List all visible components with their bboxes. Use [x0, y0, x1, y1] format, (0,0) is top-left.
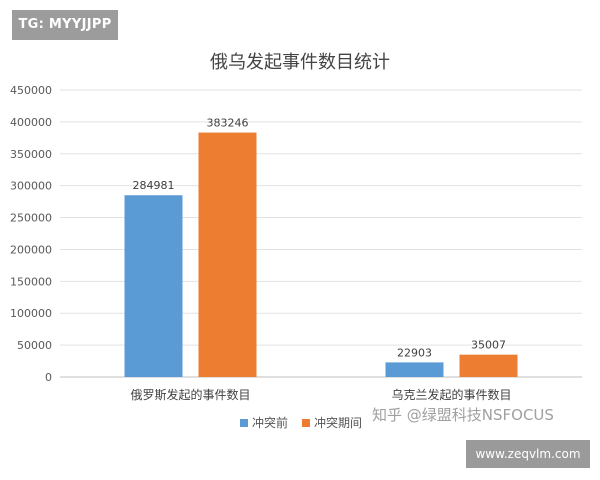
legend: 冲突前 冲突期间: [240, 414, 362, 431]
bar: [124, 195, 183, 377]
chart-title: 俄乌发起事件数目统计: [210, 52, 390, 73]
legend-swatch-before: [240, 418, 248, 427]
y-tick-label: 400000: [10, 116, 52, 129]
y-tick-label: 200000: [10, 243, 52, 256]
bar: [198, 132, 257, 377]
legend-swatch-during: [302, 418, 311, 427]
data-label: 383246: [207, 117, 249, 130]
watermark: 知乎 @绿盟科技NSFOCUS: [372, 406, 554, 424]
legend-label-during: 冲突期间: [314, 416, 363, 430]
legend-label-before: 冲突前: [252, 416, 289, 430]
y-tick-label: 300000: [10, 180, 52, 193]
legend-item-during: 冲突期间: [302, 414, 362, 431]
y-tick-label: 0: [45, 371, 52, 384]
bar: [459, 354, 518, 377]
data-label: 284981: [133, 179, 175, 192]
data-label: 35007: [471, 339, 506, 352]
x-tick-label: 乌克兰发起的事件数目: [391, 387, 511, 402]
legend-item-before: 冲突前: [240, 414, 288, 431]
y-tick-label: 100000: [10, 307, 52, 320]
y-tick-label: 250000: [10, 212, 52, 225]
data-label: 22903: [397, 346, 432, 359]
bar: [385, 362, 444, 377]
x-tick-label: 俄罗斯发起的事件数目: [130, 387, 250, 402]
y-tick-label: 450000: [10, 84, 52, 97]
y-tick-label: 50000: [17, 339, 52, 352]
tag-label: TG: MYYJJPP: [12, 10, 118, 40]
y-tick-label: 350000: [10, 148, 52, 161]
site-badge: www.zeqvlm.com: [466, 440, 590, 468]
y-tick-label: 150000: [10, 275, 52, 288]
